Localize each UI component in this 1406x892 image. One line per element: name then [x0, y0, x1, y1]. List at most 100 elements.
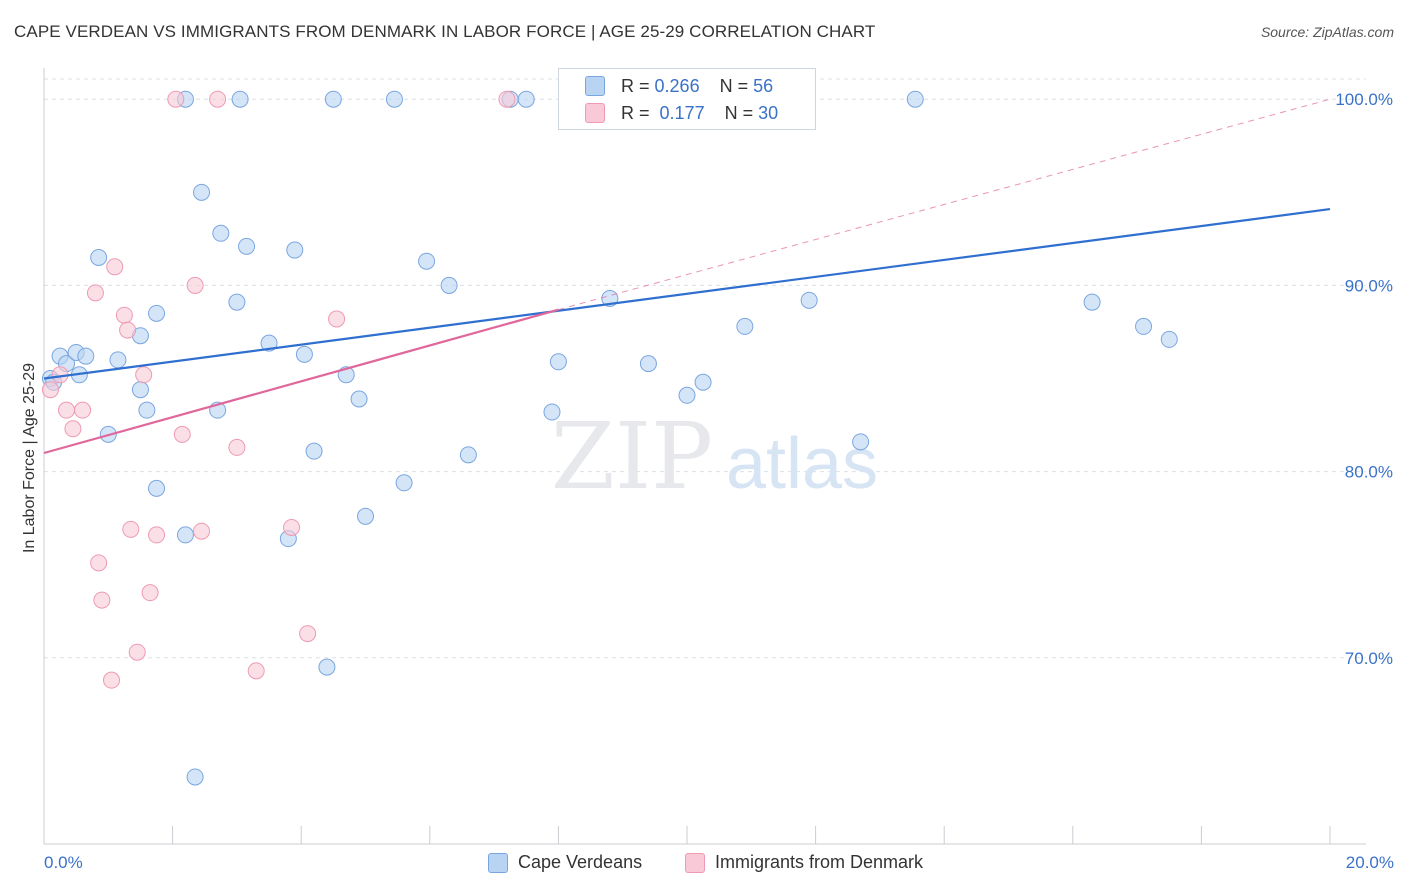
data-point — [186, 276, 204, 294]
data-point — [167, 90, 185, 108]
trend-line-blue — [43, 207, 1331, 380]
trend-line-pink-extension — [558, 98, 1331, 311]
data-point — [694, 373, 712, 391]
data-point — [260, 334, 278, 352]
data-point — [800, 291, 818, 309]
stats-r-value: 0.177 — [659, 102, 705, 123]
chart-source: Source: ZipAtlas.com — [1260, 24, 1394, 40]
y-tick-labels: 70.0% 80.0% 90.0% 100.0% — [1335, 90, 1393, 668]
data-point — [328, 310, 346, 328]
stats-n-label: N = — [724, 102, 754, 123]
data-point — [173, 425, 191, 443]
data-point — [324, 90, 342, 108]
legend-item-cape-verdeans[interactable]: Cape Verdeans — [488, 852, 642, 873]
data-point — [90, 554, 108, 572]
data-point — [498, 90, 516, 108]
data-point — [193, 183, 211, 201]
data-point — [212, 224, 230, 242]
watermark: ZIP atlas — [551, 403, 878, 510]
grid-lines — [44, 78, 1366, 659]
axes — [43, 68, 1366, 845]
data-point — [86, 284, 104, 302]
data-point — [440, 276, 458, 294]
data-point — [131, 381, 149, 399]
x-tick-label-min: 0.0% — [44, 853, 83, 872]
data-point — [186, 768, 204, 786]
data-point — [209, 90, 227, 108]
y-tick-label: 100.0% — [1335, 90, 1393, 109]
data-point — [238, 237, 256, 255]
stats-swatch-blue — [585, 76, 605, 96]
data-point — [736, 317, 754, 335]
data-point — [305, 442, 323, 460]
data-point — [385, 90, 403, 108]
stats-n-value: 30 — [758, 102, 779, 123]
stats-n-value: 56 — [753, 75, 774, 96]
data-point — [103, 671, 121, 689]
data-point — [549, 353, 567, 371]
data-point — [74, 401, 92, 419]
series-immigrants-from-denmark — [41, 90, 516, 689]
watermark-zip: ZIP — [551, 403, 713, 510]
data-point — [148, 526, 166, 544]
data-point — [1135, 317, 1153, 335]
data-point — [58, 401, 76, 419]
data-point — [906, 90, 924, 108]
data-point — [176, 526, 194, 544]
data-point — [115, 306, 133, 324]
trend-line-pink — [43, 308, 559, 455]
y-tick-label: 70.0% — [1345, 649, 1393, 668]
data-point — [90, 249, 108, 266]
stats-row-pink: R = 0.177 N = 30 — [585, 100, 779, 126]
y-tick-label: 90.0% — [1345, 276, 1393, 295]
data-point — [1160, 330, 1178, 348]
trend-lines — [43, 98, 1331, 455]
data-point — [106, 258, 124, 276]
legend-label: Immigrants from Denmark — [715, 852, 924, 872]
data-point — [128, 643, 146, 661]
data-point — [678, 386, 696, 404]
data-point — [93, 591, 111, 609]
data-point — [517, 90, 535, 108]
stats-box: R = 0.266 N = 56 R = 0.177 N = 30 — [558, 68, 816, 130]
data-point — [350, 390, 368, 408]
watermark-atlas: atlas — [726, 424, 878, 504]
data-point — [138, 401, 156, 419]
data-point — [357, 507, 374, 525]
stats-r-value: 0.266 — [654, 75, 700, 96]
stats-r-label: R = — [621, 75, 650, 96]
data-point — [639, 355, 657, 373]
data-point — [459, 446, 477, 464]
data-point — [193, 522, 211, 540]
legend-label: Cape Verdeans — [518, 852, 643, 872]
data-point — [299, 625, 317, 643]
data-point — [41, 381, 59, 399]
data-point — [286, 241, 304, 259]
data-point — [1083, 293, 1101, 311]
data-point — [77, 347, 95, 365]
data-point — [283, 518, 301, 536]
legend-item-immigrants-from-denmark[interactable]: Immigrants from Denmark — [685, 852, 923, 873]
data-point — [418, 252, 436, 270]
data-point — [135, 366, 153, 384]
data-point — [228, 438, 246, 456]
stats-row-blue: R = 0.266 N = 56 — [585, 73, 774, 99]
data-point — [64, 420, 82, 438]
data-point — [295, 345, 313, 363]
data-point — [852, 433, 870, 451]
legend-swatch-blue — [488, 852, 508, 873]
data-point — [228, 293, 246, 311]
legend: Cape Verdeans Immigrants from Denmark — [0, 852, 1406, 878]
data-point — [231, 90, 249, 108]
legend-swatch-pink — [685, 852, 705, 873]
data-point — [318, 658, 336, 676]
data-point — [148, 304, 166, 322]
data-point — [543, 403, 561, 421]
stats-r-label: R = — [621, 102, 650, 123]
data-point — [395, 474, 413, 492]
x-tick-label-max: 20.0% — [1345, 853, 1394, 872]
data-point — [247, 662, 265, 680]
data-point — [141, 584, 159, 602]
data-point — [122, 520, 140, 538]
